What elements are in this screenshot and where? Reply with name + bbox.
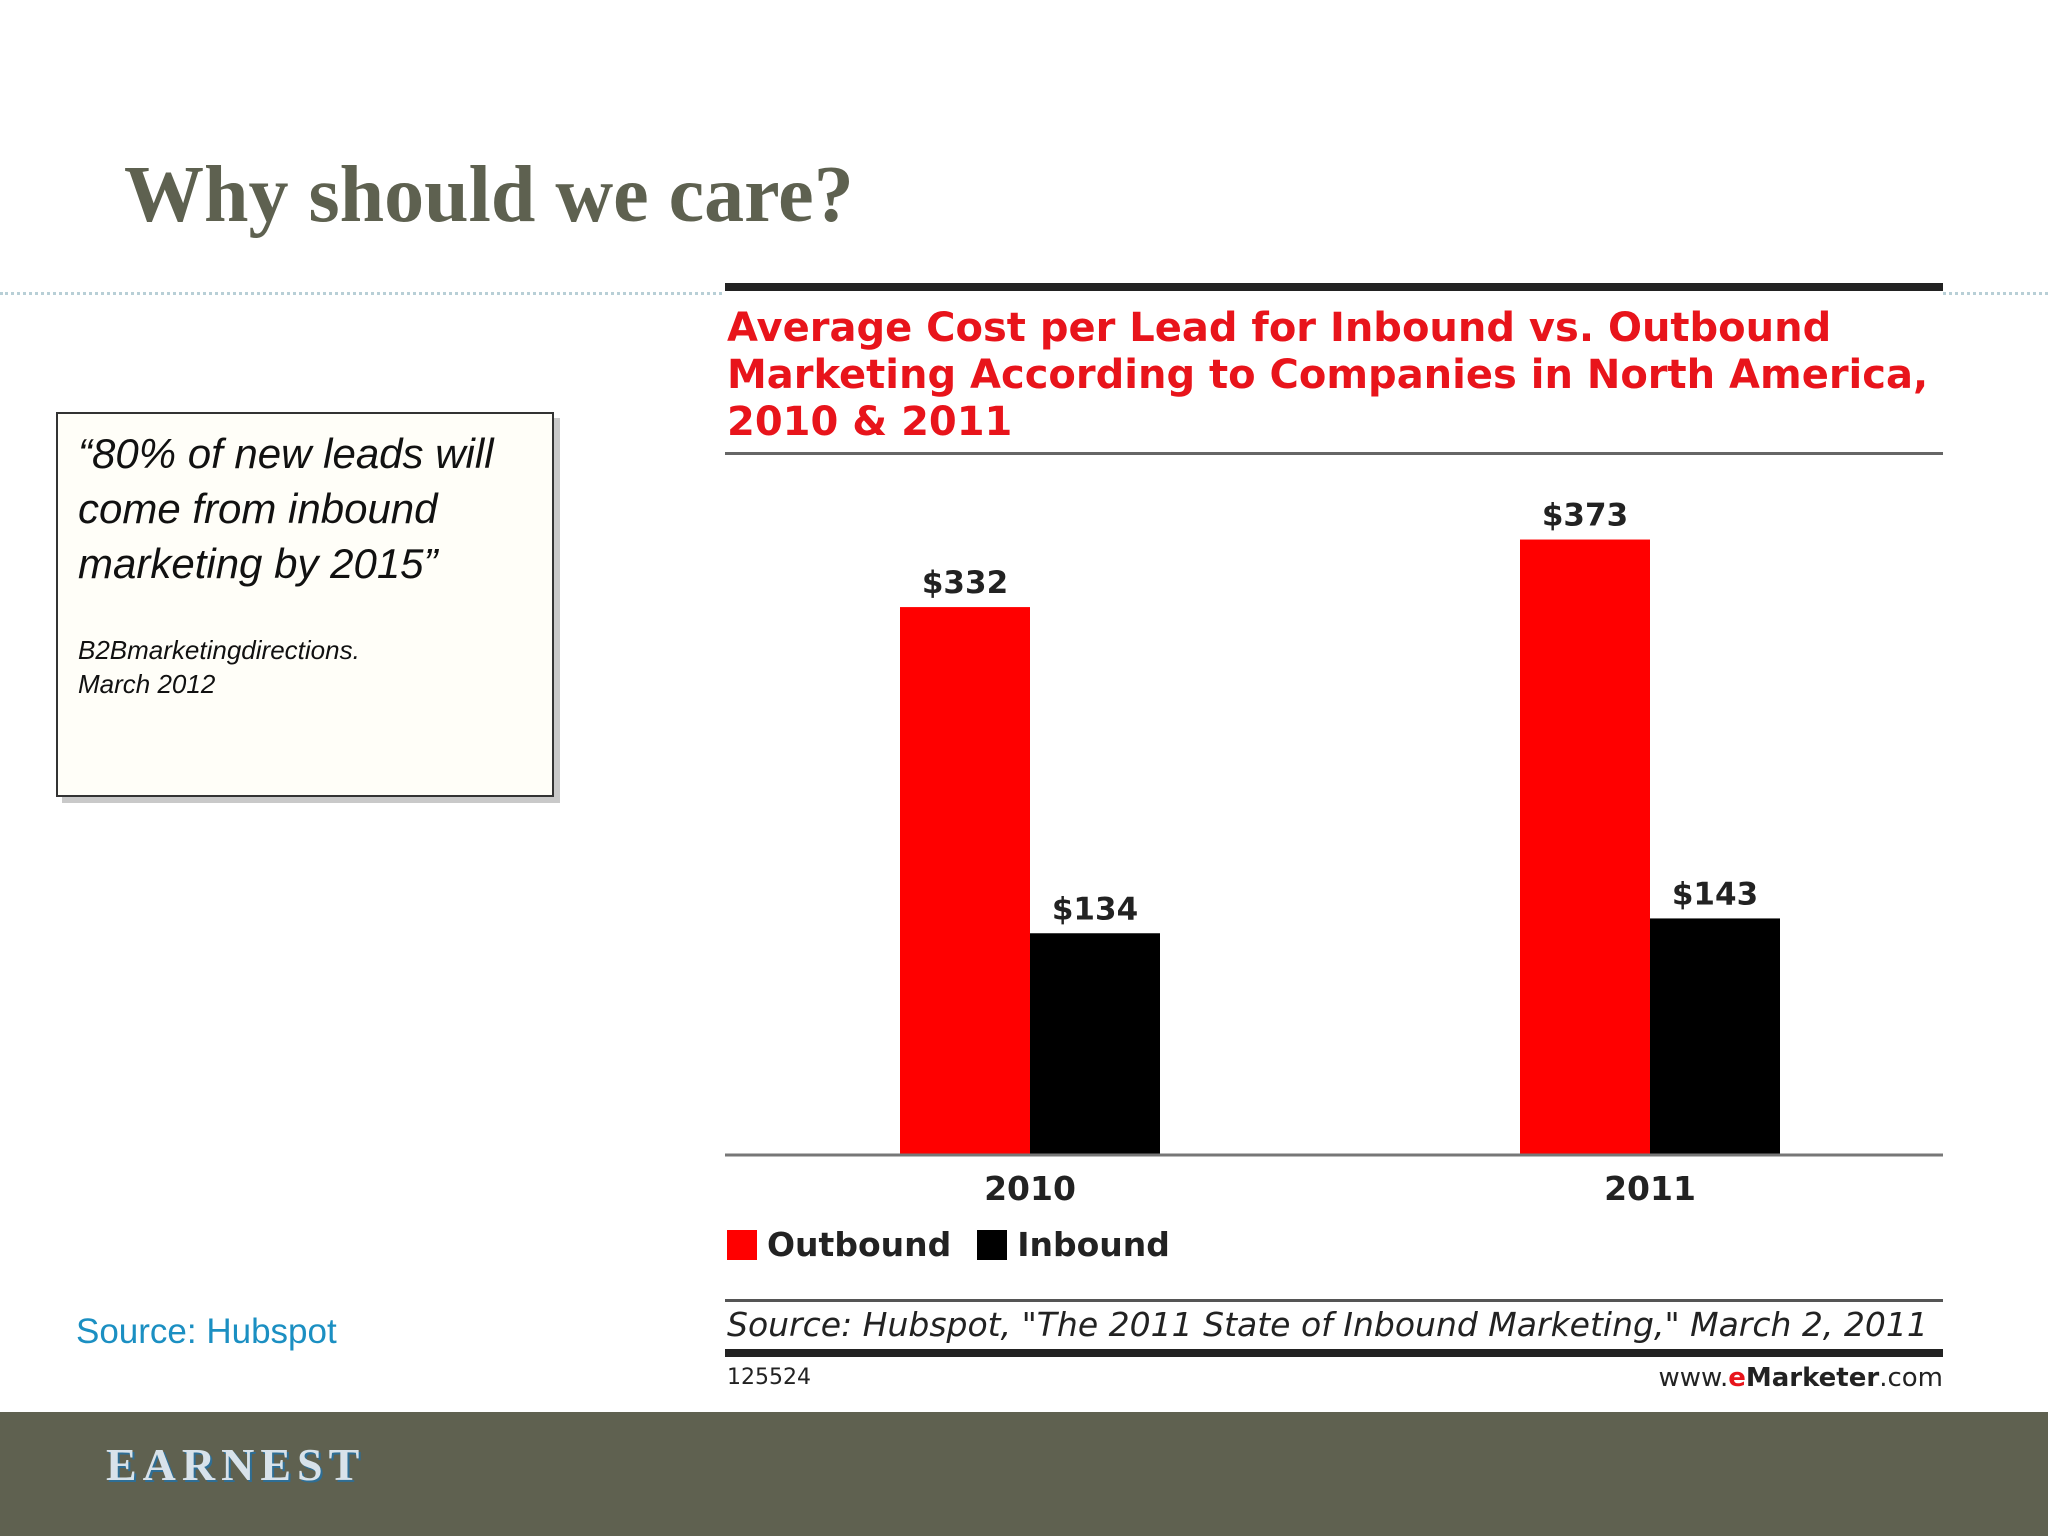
chart-top-rule xyxy=(725,283,1943,291)
quote-attribution: B2Bmarketingdirections. March 2012 xyxy=(78,635,360,699)
x-tick-label-2010: 2010 xyxy=(984,1169,1076,1208)
data-label-outbound-2010: $332 xyxy=(922,565,1008,601)
site-suffix: .com xyxy=(1879,1363,1943,1393)
slide-title: Why should we care? xyxy=(124,151,854,239)
x-tick-label-2011: 2011 xyxy=(1604,1169,1696,1208)
chart-title: Average Cost per Lead for Inbound vs. Ou… xyxy=(727,305,1929,445)
bar-outbound-2011 xyxy=(1520,539,1650,1154)
chart-legend: Outbound Inbound xyxy=(727,1225,1196,1264)
chart-bottom-rule xyxy=(725,1349,1943,1357)
bar-inbound-2010 xyxy=(1030,933,1160,1154)
site-e: e xyxy=(1728,1363,1746,1393)
quote-text: “80% of new leads will come from inbound… xyxy=(78,430,494,587)
chart-plot: $332 $134 2010 $373 $143 2011 xyxy=(725,498,1943,1208)
data-label-inbound-2010: $134 xyxy=(1052,891,1138,927)
data-label-inbound-2011: $143 xyxy=(1672,876,1758,912)
footer-bar: EARNEST xyxy=(0,1412,2048,1536)
legend-swatch-outbound xyxy=(727,1229,757,1260)
source-rule xyxy=(725,1299,1943,1302)
legend-label-outbound: Outbound xyxy=(767,1225,952,1264)
legend-label-inbound: Inbound xyxy=(1017,1225,1170,1264)
bar-outbound-2010 xyxy=(900,607,1030,1154)
site-brand: Marketer xyxy=(1745,1363,1880,1393)
earnest-logo: EARNEST xyxy=(106,1439,366,1490)
chart-source: Source: Hubspot, "The 2011 State of Inbo… xyxy=(727,1305,1928,1344)
legend-item-outbound: Outbound xyxy=(727,1225,951,1264)
legend-item-inbound: Inbound xyxy=(977,1225,1170,1264)
data-label-outbound-2011: $373 xyxy=(1542,498,1628,534)
bar-inbound-2011 xyxy=(1650,918,1780,1154)
site-prefix: www. xyxy=(1658,1363,1729,1393)
chart-title-rule xyxy=(725,452,1943,455)
quote-box: “80% of new leads will come from inbound… xyxy=(56,412,554,797)
source-link[interactable]: Source: Hubspot xyxy=(76,1312,337,1351)
emarketer-url[interactable]: www.eMarketer.com xyxy=(1659,1363,1943,1393)
legend-swatch-inbound xyxy=(977,1229,1008,1260)
chart-id: 125524 xyxy=(727,1365,811,1390)
bar-chart: Average Cost per Lead for Inbound vs. Ou… xyxy=(725,283,1943,1401)
